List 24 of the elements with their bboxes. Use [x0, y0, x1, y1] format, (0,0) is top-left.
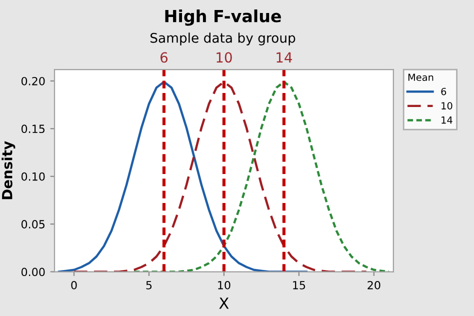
y-tick-label: 0.00 — [21, 268, 45, 276]
x-axis-title: X — [219, 298, 229, 309]
ref-line-label: 6 — [160, 52, 168, 63]
legend-label: 6 — [441, 88, 446, 96]
ref-line-label: 10 — [216, 52, 232, 63]
y-tick-label: 0.10 — [21, 172, 45, 181]
legend-label: 10 — [442, 102, 452, 110]
ref-line-label: 14 — [276, 52, 292, 62]
legend-title: Mean — [408, 74, 434, 81]
x-tick-label: 10 — [218, 280, 230, 290]
y-tick-label: 0.20 — [21, 76, 45, 86]
x-tick-label: 0 — [71, 280, 77, 290]
chart-subtitle: Sample data by group — [150, 32, 296, 46]
y-tick-label: 0.15 — [21, 124, 45, 134]
x-tick-label: 20 — [368, 280, 380, 290]
x-tick-label: 5 — [146, 281, 152, 290]
x-tick-label: 15 — [293, 281, 306, 290]
chart-title: High F-value — [165, 9, 281, 26]
line-series — [58, 80, 308, 272]
legend-label: 14 — [442, 116, 452, 124]
line-series — [132, 80, 390, 272]
line-series — [72, 80, 368, 272]
y-tick-label: 0.05 — [21, 220, 45, 228]
y-axis-title: Density — [2, 141, 16, 200]
